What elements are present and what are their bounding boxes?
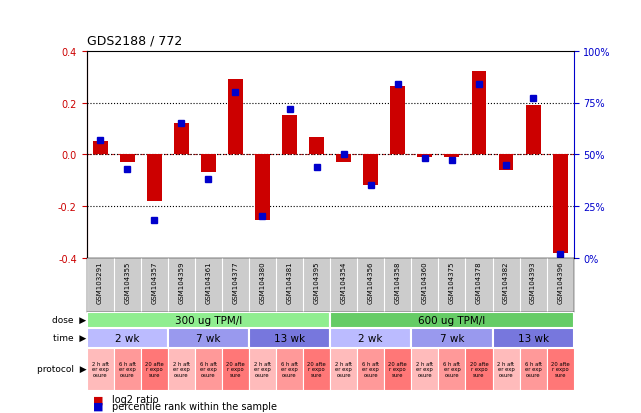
Bar	[140, 348, 168, 390]
Text: 2 wk: 2 wk	[358, 333, 383, 343]
Bar	[113, 348, 140, 390]
Text: 20 afte
r expo
sure: 20 afte r expo sure	[307, 361, 326, 377]
Text: 6 h aft
er exp
osure: 6 h aft er exp osure	[524, 361, 542, 377]
Bar	[438, 348, 465, 390]
Bar	[412, 328, 492, 348]
Bar	[195, 348, 222, 390]
Bar	[526, 106, 540, 155]
Bar	[520, 348, 547, 390]
Text: percentile rank within the sample: percentile rank within the sample	[112, 401, 277, 411]
Bar	[228, 80, 243, 155]
Text: GSM104357: GSM104357	[151, 261, 157, 303]
Text: GSM104395: GSM104395	[313, 261, 320, 303]
Bar	[222, 348, 249, 390]
Text: 13 wk: 13 wk	[517, 333, 549, 343]
Text: 6 h aft
er exp
osure: 6 h aft er exp osure	[362, 361, 379, 377]
Bar	[303, 348, 330, 390]
Bar	[120, 155, 135, 163]
Text: GSM104380: GSM104380	[260, 261, 265, 303]
Text: GSM104375: GSM104375	[449, 261, 455, 303]
Bar	[282, 116, 297, 155]
Bar	[87, 312, 330, 328]
Text: 2 h aft
er exp
osure: 2 h aft er exp osure	[254, 361, 271, 377]
Text: GSM104355: GSM104355	[124, 261, 130, 303]
Text: 2 h aft
er exp
osure: 2 h aft er exp osure	[497, 361, 515, 377]
Text: GSM104361: GSM104361	[205, 261, 212, 303]
Bar	[309, 138, 324, 155]
Bar	[472, 72, 487, 155]
Bar	[249, 328, 330, 348]
Text: GSM104377: GSM104377	[233, 261, 238, 303]
Bar	[87, 348, 113, 390]
Text: GSM104396: GSM104396	[557, 261, 563, 303]
Text: ■: ■	[93, 401, 103, 411]
Text: GSM104381: GSM104381	[287, 261, 292, 303]
Bar	[93, 142, 108, 155]
Text: 6 h aft
er exp
osure: 6 h aft er exp osure	[200, 361, 217, 377]
Text: 20 afte
r expo
sure: 20 afte r expo sure	[388, 361, 407, 377]
Text: 2 wk: 2 wk	[115, 333, 139, 343]
Bar	[390, 86, 405, 155]
Text: 13 wk: 13 wk	[274, 333, 305, 343]
Text: GSM104354: GSM104354	[340, 261, 347, 303]
Text: GDS2188 / 772: GDS2188 / 772	[87, 35, 182, 47]
Bar	[384, 348, 412, 390]
Text: 20 afte
r expo
sure: 20 afte r expo sure	[551, 361, 570, 377]
Text: 2 h aft
er exp
osure: 2 h aft er exp osure	[172, 361, 190, 377]
Text: 7 wk: 7 wk	[440, 333, 464, 343]
Text: 2 h aft
er exp
osure: 2 h aft er exp osure	[416, 361, 433, 377]
Text: GSM104378: GSM104378	[476, 261, 482, 303]
Text: GSM104356: GSM104356	[368, 261, 374, 303]
Text: ■: ■	[93, 394, 103, 404]
Text: 6 h aft
er exp
osure: 6 h aft er exp osure	[119, 361, 136, 377]
Text: GSM104393: GSM104393	[530, 261, 536, 303]
Text: GSM104382: GSM104382	[503, 261, 509, 303]
Bar	[417, 155, 432, 157]
Text: 20 afte
r expo
sure: 20 afte r expo sure	[145, 361, 163, 377]
Bar	[330, 328, 412, 348]
Bar	[168, 328, 249, 348]
Bar	[168, 348, 195, 390]
Bar	[357, 348, 384, 390]
Bar	[330, 348, 357, 390]
Bar	[201, 155, 216, 173]
Bar	[547, 348, 574, 390]
Text: 300 ug TPM/l: 300 ug TPM/l	[175, 315, 242, 325]
Text: GSM103291: GSM103291	[97, 261, 103, 303]
Text: protocol  ▶: protocol ▶	[37, 365, 87, 373]
Text: 6 h aft
er exp
osure: 6 h aft er exp osure	[444, 361, 460, 377]
Bar	[465, 348, 492, 390]
Text: GSM104359: GSM104359	[178, 261, 184, 303]
Bar	[276, 348, 303, 390]
Text: time  ▶: time ▶	[53, 334, 87, 342]
Bar	[147, 155, 162, 202]
Text: dose  ▶: dose ▶	[53, 316, 87, 325]
Bar	[363, 155, 378, 186]
Bar	[330, 312, 574, 328]
Bar	[255, 155, 270, 221]
Text: 20 afte
r expo
sure: 20 afte r expo sure	[470, 361, 488, 377]
Bar	[553, 155, 568, 253]
Text: GSM104360: GSM104360	[422, 261, 428, 303]
Bar	[412, 348, 438, 390]
Bar	[336, 155, 351, 163]
Text: 20 afte
r expo
sure: 20 afte r expo sure	[226, 361, 245, 377]
Bar	[499, 155, 513, 171]
Bar	[249, 348, 276, 390]
Bar	[492, 348, 520, 390]
Text: GSM104358: GSM104358	[395, 261, 401, 303]
Text: 2 h aft
er exp
osure: 2 h aft er exp osure	[335, 361, 352, 377]
Text: log2 ratio: log2 ratio	[112, 394, 159, 404]
Bar	[174, 124, 188, 155]
Bar	[444, 155, 460, 157]
Text: 600 ug TPM/l: 600 ug TPM/l	[419, 315, 485, 325]
Text: 2 h aft
er exp
osure: 2 h aft er exp osure	[92, 361, 108, 377]
Text: 7 wk: 7 wk	[196, 333, 221, 343]
Bar	[87, 328, 168, 348]
Bar	[492, 328, 574, 348]
Text: 6 h aft
er exp
osure: 6 h aft er exp osure	[281, 361, 298, 377]
